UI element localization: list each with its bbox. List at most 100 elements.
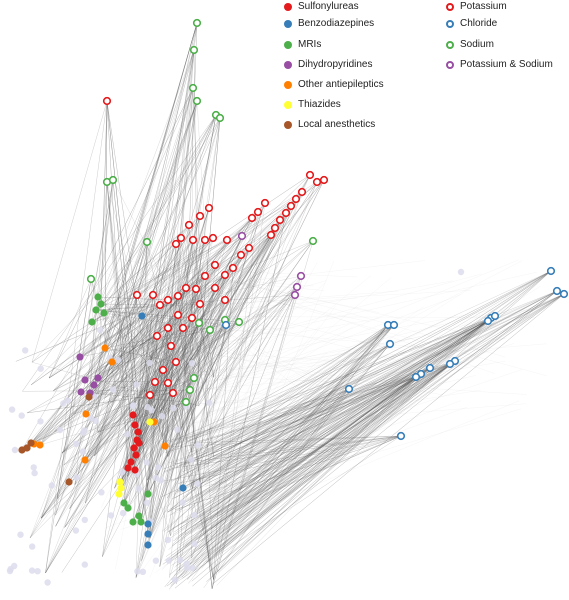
edge-327 [94,394,151,456]
edge-839 [104,316,182,343]
edge-501 [198,322,215,378]
edge-720 [206,376,417,562]
target-node-58 [108,175,118,185]
target-node-80 [389,320,399,330]
edge-42 [167,198,297,457]
edge-876 [195,306,424,466]
edge-80 [135,202,266,578]
edge-36 [68,191,303,483]
edge-721 [210,376,417,527]
legend-label-sulfonylureas: Sulfonylureas [298,1,359,12]
edge-213 [45,287,187,574]
edge-28 [41,179,325,519]
edge-517 [149,275,302,539]
faint-node-47 [34,568,41,575]
edge-660 [171,360,456,562]
edge-351 [80,287,216,393]
edge-640 [197,324,395,459]
edge-383 [192,87,214,580]
edge-432 [112,179,149,535]
edge-326 [111,361,151,396]
edge-82 [211,202,266,589]
edge-191 [179,274,226,571]
drug-node-12 [101,344,109,352]
edge-467 [61,321,240,454]
target-node-72 [290,290,300,300]
edge-291 [40,335,158,519]
edge-631 [184,324,395,548]
edge-245 [152,294,214,580]
drug-node-46 [144,530,152,538]
edge-406 [88,114,217,398]
edge-836 [109,386,378,413]
edge-444 [97,240,314,433]
drug-node-20 [85,393,93,401]
drug-node-47 [144,541,152,549]
edge-695 [169,367,431,464]
edge-251 [53,294,138,391]
edge-248 [102,294,138,557]
edge-769 [182,310,307,416]
edge-452 [90,278,98,433]
edge-647 [179,343,391,484]
target-node-35 [132,290,142,300]
edge-79 [61,234,272,454]
edge-292 [147,335,158,495]
faint-node-22 [118,468,126,476]
edge-657 [208,343,391,505]
drug-node-48 [179,484,187,492]
edge-382 [91,87,194,323]
edge-46 [136,205,292,441]
edge-825 [148,275,370,322]
edge-20 [119,181,318,483]
edge-360 [116,22,198,389]
edge-728 [170,388,350,516]
target-node-12 [253,207,263,217]
target-node-15 [195,211,205,221]
edge-773 [135,348,239,579]
edge-221 [48,295,179,379]
edge-811 [177,296,307,395]
edge-645 [216,343,391,532]
faint-node-4 [157,477,165,484]
target-node-84 [425,363,435,373]
edge-548 [198,290,558,530]
edge-402 [91,114,217,323]
legend-marker-sodium [446,41,454,49]
edge-730 [219,388,350,552]
edge-783 [154,361,432,574]
target-node-68 [194,318,204,328]
edge-757 [196,324,227,517]
edge-319 [89,381,156,394]
faint-node-3 [72,527,80,534]
edge-691 [164,367,431,561]
edge-97 [97,217,253,433]
edge-780 [203,370,415,390]
edge-617 [217,324,389,573]
edge-334 [127,382,169,509]
edge-39 [91,198,297,323]
faint-node-77 [164,536,172,544]
target-node-78 [483,316,493,326]
edge-578 [175,317,492,493]
edge-186 [193,274,226,369]
drug-node-36 [117,484,125,492]
edge-569 [212,293,565,585]
edge-281 [97,327,184,382]
edge-48 [84,205,292,461]
edge-189 [111,274,226,404]
edge-486 [22,389,191,392]
edge-174 [45,254,242,574]
edge-666 [200,360,456,556]
edge-746 [173,435,402,465]
edge-868 [159,265,217,507]
edge-864 [208,260,425,286]
edge-601 [182,315,496,579]
edge-471 [79,329,211,358]
target-node-39 [178,323,188,333]
edge-799 [203,349,490,488]
edge-316 [61,369,164,454]
edge-736 [214,388,350,483]
edge-634 [206,324,395,556]
edge-687 [177,367,431,571]
